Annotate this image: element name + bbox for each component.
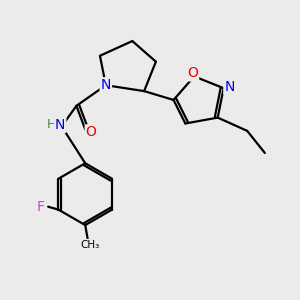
- Text: O: O: [86, 125, 97, 139]
- Text: F: F: [37, 200, 45, 214]
- Text: CH₃: CH₃: [80, 240, 99, 250]
- Text: H: H: [47, 118, 56, 131]
- Text: N: N: [55, 118, 65, 132]
- Text: N: N: [100, 78, 111, 92]
- Text: O: O: [187, 66, 198, 80]
- Text: N: N: [224, 80, 235, 94]
